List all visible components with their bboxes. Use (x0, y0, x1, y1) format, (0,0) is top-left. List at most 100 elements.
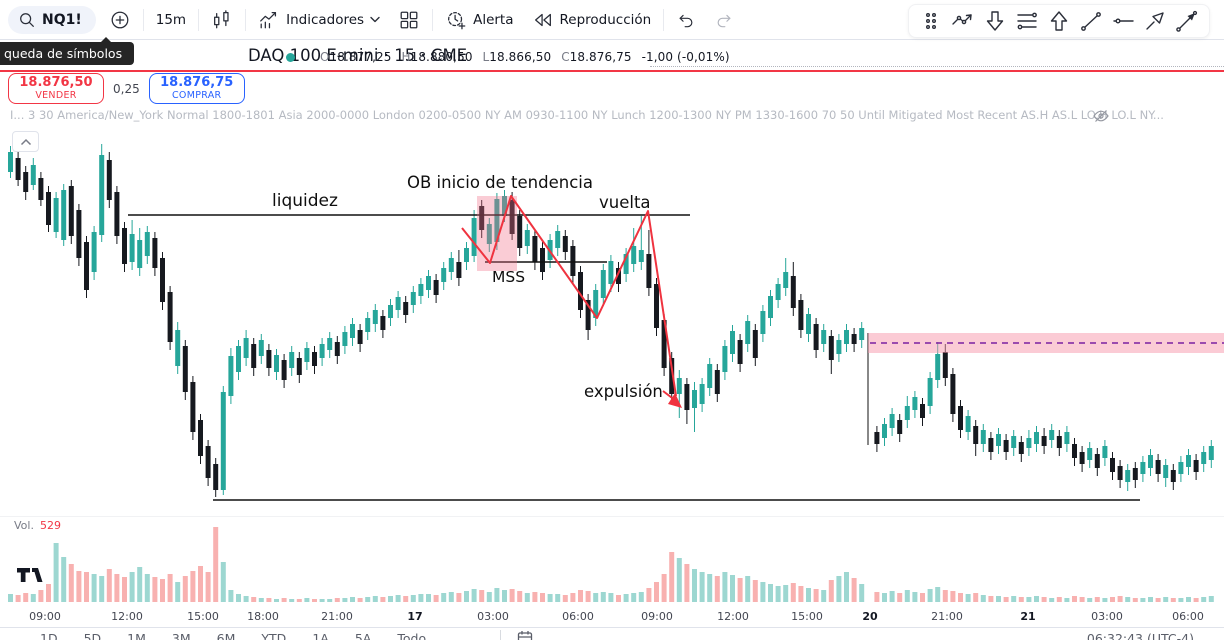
indicator-status-line[interactable]: I... 3 30 America/New_York Normal 1800-1… (10, 108, 1164, 122)
volume-bar (965, 594, 971, 602)
sell-button[interactable]: 18.876,50 VENDER (8, 73, 104, 104)
pane-divider[interactable] (0, 516, 1224, 517)
time-axis-label[interactable]: 09:00 (29, 610, 61, 623)
close-label: C (561, 50, 570, 64)
tool-horizontal-ray-icon[interactable] (1109, 7, 1137, 35)
ob-annotation-label[interactable]: OB inicio de tendencia (407, 173, 593, 192)
range-button-todo[interactable]: Todo (397, 631, 427, 640)
toolbar-separator (663, 8, 665, 31)
candle-body (1072, 444, 1077, 458)
volume-bar (623, 594, 629, 602)
tool-horizontal-lines-icon[interactable] (1013, 7, 1041, 35)
vuelta-annotation-label[interactable]: vuelta (599, 193, 651, 212)
trade-panel: 18.876,50 VENDER 0,25 18.876,75 COMPRAR (8, 73, 245, 104)
tool-arrow-up-icon[interactable] (1045, 7, 1073, 35)
market-structure-zigzag (461, 195, 677, 397)
tool-arrow-marker-icon[interactable] (1173, 7, 1201, 35)
candle-body (1079, 452, 1085, 464)
volume-bar (30, 594, 36, 602)
time-axis-label[interactable]: 21:00 (321, 610, 353, 623)
layout-grid-button[interactable] (389, 3, 429, 37)
candle-body (160, 258, 165, 302)
volume-bar (1170, 598, 1176, 602)
collapse-pane-button[interactable] (12, 131, 39, 152)
time-axis-label[interactable]: 09:00 (641, 610, 673, 623)
time-axis-day-label[interactable]: 20 (862, 610, 878, 623)
tool-trend-line-icon[interactable] (1077, 7, 1105, 35)
tool-zigzag-arrow-icon[interactable] (949, 7, 977, 35)
time-axis-day-label[interactable]: 17 (407, 610, 423, 623)
time-axis-label[interactable]: 21:00 (931, 610, 963, 623)
market-status-dot[interactable] (286, 53, 295, 62)
tool-arrow-down-icon[interactable] (981, 7, 1009, 35)
volume-bar (752, 580, 758, 602)
expulsion-annotation-label[interactable]: expulsión (584, 382, 663, 401)
candle-body (707, 364, 713, 388)
candle-body (1208, 446, 1214, 460)
range-button-1d[interactable]: 1D (40, 631, 58, 640)
range-button-ytd[interactable]: YTD (261, 631, 287, 640)
interval-button[interactable]: 15m (147, 3, 195, 37)
time-axis-label[interactable]: 06:00 (562, 610, 594, 623)
redo-button[interactable] (705, 3, 743, 37)
tool-arrow-outline-icon[interactable] (1141, 7, 1169, 35)
mss-annotation-label[interactable]: MSS (492, 268, 526, 286)
time-axis-label[interactable]: 03:00 (477, 610, 509, 623)
go-to-date-button[interactable] (500, 630, 533, 640)
buy-button[interactable]: 18.876,75 COMPRAR (148, 73, 245, 104)
candle-body (1155, 460, 1161, 474)
undo-button[interactable] (667, 3, 705, 37)
compare-add-button[interactable] (100, 3, 140, 37)
high-value: 18.880,50 (410, 50, 473, 64)
candle-body (790, 276, 796, 308)
candle-body (76, 210, 82, 258)
chart-type-button[interactable] (202, 3, 242, 37)
volume-bar (745, 576, 751, 602)
volume-bar (91, 574, 97, 602)
symbol-title[interactable]: DAQ 100 E-mini · 15 · CME (248, 46, 468, 65)
candle-body (258, 340, 264, 356)
time-axis-label[interactable]: 12:00 (111, 610, 143, 623)
axis-clock[interactable]: 06:32:43 (UTC-4) (1086, 631, 1194, 640)
volume-bar (76, 571, 82, 602)
range-button-6m[interactable]: 6M (216, 631, 236, 640)
time-axis-label[interactable]: 15:00 (791, 610, 823, 623)
bottom-bar-top-border (0, 627, 1224, 628)
volume-bar (654, 582, 659, 602)
candle-body (448, 258, 454, 272)
symbol-search-button[interactable]: NQ1! (8, 5, 96, 34)
time-axis-label[interactable]: 12:00 (717, 610, 749, 623)
eye-off-icon[interactable] (1092, 107, 1110, 125)
ohlc-values: O18.877,25 H18.880,50 L18.866,50 C18.876… (314, 50, 730, 64)
candle-body (593, 290, 599, 318)
range-button-1a[interactable]: 1A (312, 631, 329, 640)
candle-body (357, 330, 363, 344)
tradingview-logo[interactable] (16, 566, 46, 588)
candle-body (783, 272, 789, 288)
time-axis-label[interactable]: 15:00 (187, 610, 219, 623)
volume-bar (859, 584, 865, 602)
range-button-3m[interactable]: 3M (171, 631, 191, 640)
range-button-5a[interactable]: 5A (354, 631, 372, 640)
candle-body (996, 434, 1001, 446)
alert-button[interactable]: Alerta (436, 3, 522, 37)
range-button-5d[interactable]: 5D (83, 631, 102, 640)
replay-button[interactable]: Reproducción (523, 3, 661, 37)
time-axis[interactable]: 09:00 12:00 15:00 18:00 21:00 17 03:00 06:00 09:… (0, 604, 1224, 627)
dotted-price-line (650, 66, 1224, 67)
volume-bar (1140, 598, 1146, 602)
time-axis-day-label[interactable]: 21 (1020, 610, 1036, 623)
volume-bar (410, 595, 416, 602)
range-button-1m[interactable]: 1M (127, 631, 146, 640)
indicators-button[interactable]: Indicadores (249, 3, 389, 37)
drag-handle-icon[interactable] (917, 7, 945, 35)
candle-body (1049, 430, 1055, 440)
liquidez-annotation-label[interactable]: liquidez (272, 191, 338, 211)
time-axis-label[interactable]: 06:00 (1172, 610, 1204, 623)
time-axis-label[interactable]: 03:00 (1091, 610, 1123, 623)
candle-body (46, 192, 51, 225)
candle-body (851, 334, 857, 344)
time-axis-label[interactable]: 18:00 (247, 610, 279, 623)
volume-bar (319, 599, 325, 602)
candle-body (1102, 446, 1108, 458)
